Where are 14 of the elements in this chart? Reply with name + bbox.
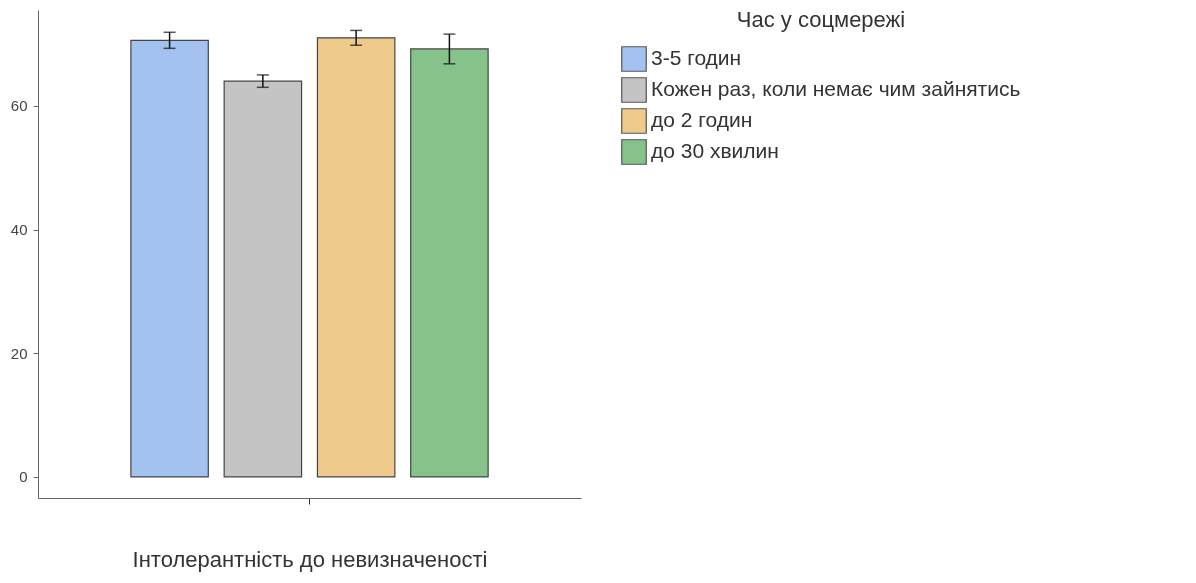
- bar: [223, 80, 303, 478]
- y-tick-label: 0: [19, 468, 28, 486]
- legend-label: 3-5 годин: [651, 46, 742, 69]
- y-tick-label: 20: [10, 344, 28, 362]
- bar: [130, 39, 209, 478]
- bar: [410, 48, 489, 478]
- legend-title: Час у соцмережі: [736, 7, 906, 32]
- legend-label: Кожен раз, коли немає чим зайнятись: [651, 77, 1021, 100]
- legend-label: до 2 годин: [651, 108, 753, 131]
- legend-label: до 30 хвилин: [651, 139, 779, 162]
- y-tick-label: 60: [10, 97, 28, 115]
- x-axis-title: Інтолерантність до невизначеності: [132, 547, 488, 572]
- bar: [316, 37, 396, 478]
- y-tick-label: 40: [10, 221, 28, 239]
